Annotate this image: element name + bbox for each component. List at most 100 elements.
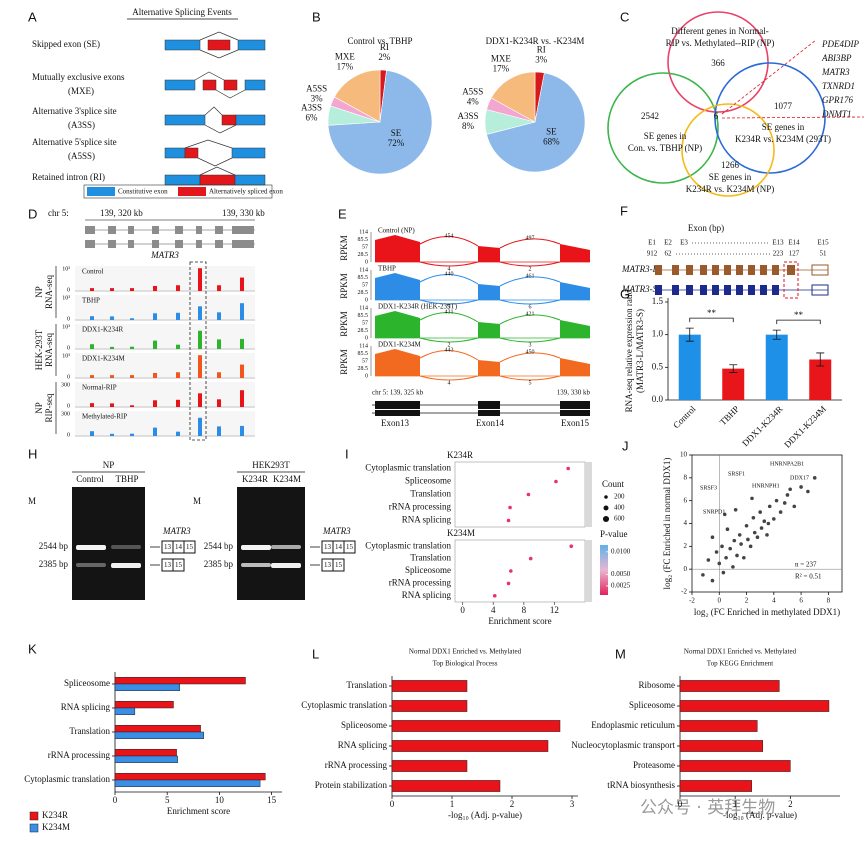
exon-number: 14: [175, 543, 183, 551]
legend-label: K234M: [42, 822, 70, 832]
significance: **: [707, 308, 717, 318]
point: [746, 537, 750, 542]
isoform-exon: [672, 285, 679, 295]
track-name: DDX1-K234R: [82, 326, 124, 334]
intron: [199, 166, 236, 176]
sashimi-tick: 57: [362, 244, 368, 250]
point: [725, 527, 730, 532]
exon: [164, 114, 206, 126]
exon: [234, 174, 266, 186]
track-scale: 300: [61, 382, 70, 388]
bar: [391, 720, 561, 732]
track-zero: 0: [67, 287, 70, 293]
track-signal: [90, 288, 94, 291]
y-tick-label: Ribosome: [638, 680, 675, 690]
junction: [419, 273, 479, 285]
junction: [499, 299, 561, 305]
track-bg: [75, 295, 255, 321]
slice-value: 17%: [493, 63, 510, 73]
slice-name: A5SS: [462, 86, 483, 96]
track-signal: [198, 393, 202, 407]
slice-name: SE: [546, 126, 557, 136]
panel-letter: B: [312, 9, 321, 24]
venn-circle: [607, 72, 719, 184]
band: [271, 545, 301, 549]
y-tick-label: rRNA processing: [325, 760, 388, 770]
point: [732, 538, 737, 543]
exon: [237, 39, 266, 51]
point: [720, 544, 724, 549]
junction: [419, 349, 479, 361]
y-tick-label: 0: [684, 565, 688, 573]
gene-exon: [128, 240, 134, 248]
x-tick-label: DDX1-K234R: [740, 404, 785, 449]
isoform-exon: [811, 264, 829, 276]
track-zero: 0: [67, 403, 70, 409]
gene-label: DDX17: [790, 475, 809, 481]
track-group: NP: [34, 286, 44, 298]
sashimi-tick: 0: [365, 297, 368, 303]
track-zero: 0: [67, 374, 70, 380]
event-label: Skipped exon (SE): [32, 39, 100, 49]
track-signal: [110, 288, 114, 291]
sashimi-tick: 28.5: [358, 252, 369, 258]
pie-slice: [486, 72, 586, 173]
sashimi-tick: 28.5: [358, 290, 369, 296]
isoform-name: MATR3-S: [621, 284, 658, 294]
point: [767, 504, 772, 509]
slice-value: 72%: [388, 138, 405, 148]
error-bar: [685, 327, 694, 342]
point: [748, 544, 753, 549]
exon-number: 13: [324, 543, 332, 551]
locus: 139, 330 kb: [557, 389, 591, 397]
track-signal: [240, 364, 244, 378]
intron: [197, 157, 233, 167]
locus: 139, 330 kb: [222, 208, 265, 218]
isoform-exon: [712, 265, 719, 275]
track-signal: [217, 285, 221, 291]
slice-name: RI: [537, 44, 546, 54]
track-name: TBHP: [82, 297, 100, 305]
exon: [202, 79, 217, 91]
intron: [204, 106, 223, 116]
slice-name: RI: [380, 42, 389, 52]
size-label: 2544 bp: [39, 541, 69, 551]
exon-box: [172, 558, 185, 572]
isoform-exon: [772, 265, 779, 275]
sashimi-tick: 57: [362, 320, 368, 326]
panel-letter: D: [28, 206, 37, 221]
isoform-exon: [760, 285, 767, 295]
y-tick-label: Spliceosome: [405, 565, 451, 575]
exon-number: 13: [324, 561, 332, 569]
junction-count: 4: [448, 380, 451, 386]
event-label: Mutually exclusive exons: [32, 72, 125, 82]
dot: [554, 479, 558, 484]
x-axis-label: -log₁₀ (Adj. p-value): [448, 810, 522, 820]
y-tick-label: 0.0: [652, 394, 664, 404]
slice-value: 8%: [462, 121, 475, 131]
gene-exon: [215, 226, 223, 234]
point: [752, 530, 757, 535]
venn-set-label: SE genes in: [709, 172, 752, 182]
x-tick-label: 15: [267, 795, 277, 805]
dot: [528, 556, 533, 561]
sashimi-tick: 0: [365, 259, 368, 265]
colorbar-label: 0.0100: [611, 547, 631, 555]
junction-count: 443: [445, 347, 454, 353]
exon-label: Exon15: [561, 418, 589, 428]
point: [721, 570, 726, 575]
bar: [679, 700, 830, 712]
bar: [114, 749, 177, 757]
point: [739, 542, 743, 546]
panel-letter: L: [312, 646, 319, 661]
point: [812, 476, 817, 480]
track-signal: [130, 346, 134, 349]
pointer: [721, 116, 865, 119]
venn-count: 1266: [721, 160, 740, 170]
legend-dot: [604, 495, 608, 499]
intron: [215, 89, 246, 99]
junction: [499, 276, 561, 287]
gene-exon: [108, 226, 116, 234]
slice-value: 3%: [535, 54, 548, 64]
panel-letter: H: [28, 446, 37, 461]
